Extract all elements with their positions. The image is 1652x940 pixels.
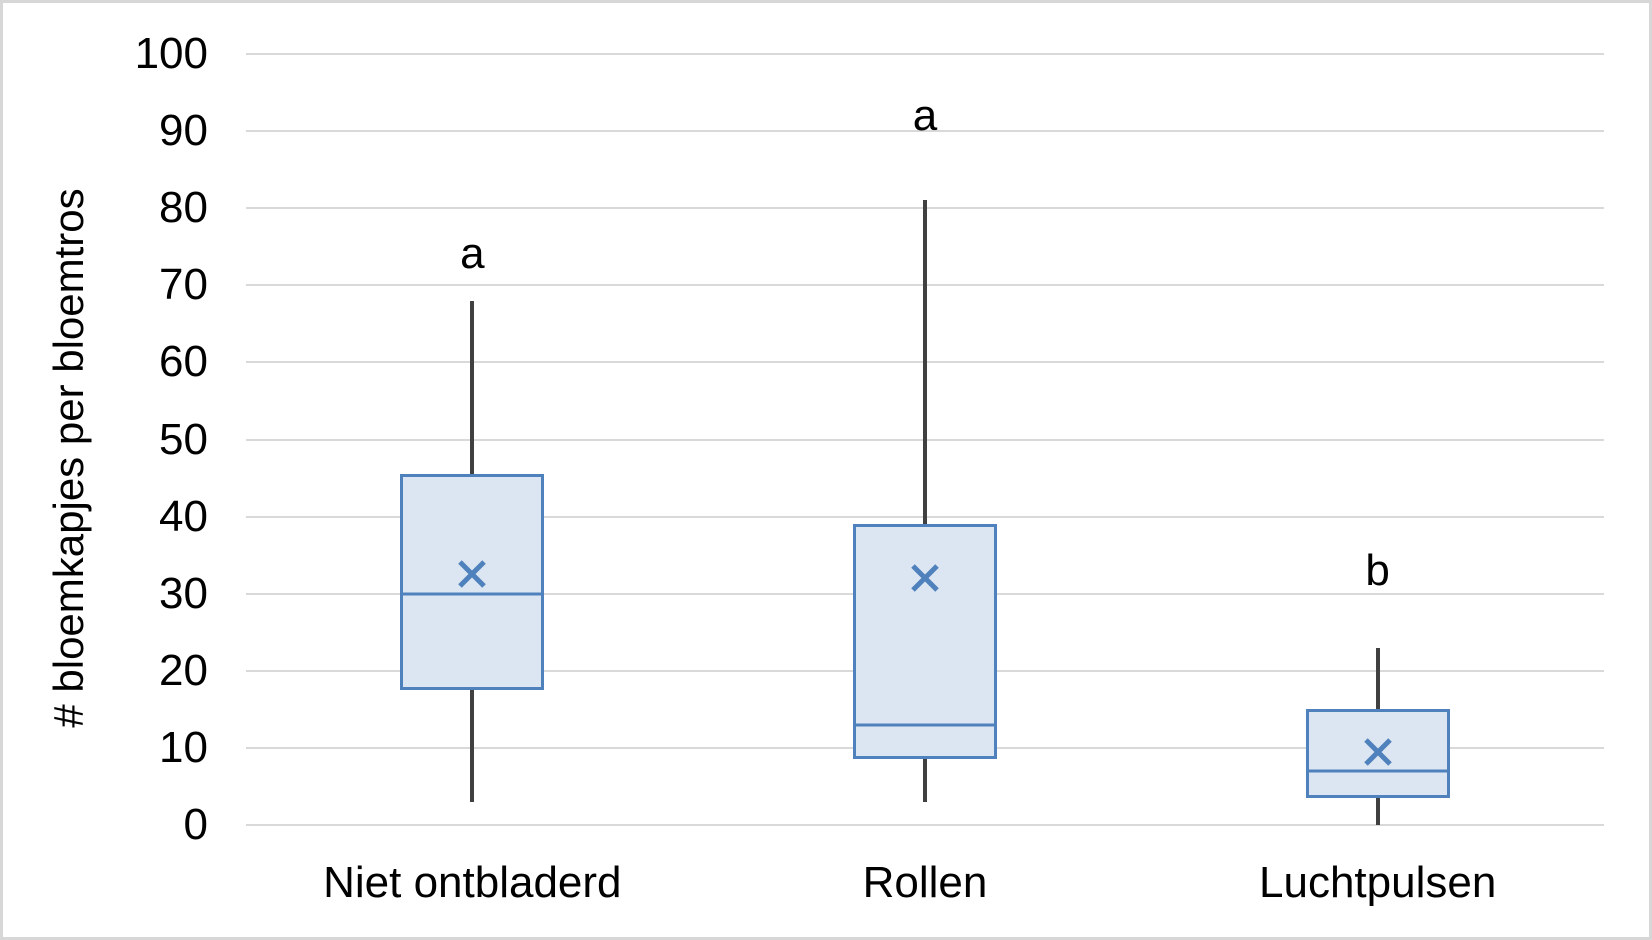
x-category-label: Luchtpulsen	[1259, 858, 1497, 907]
y-tick-label: 40	[159, 491, 208, 541]
y-tick-label: 90	[159, 106, 208, 156]
y-tick-label: 20	[159, 645, 208, 695]
y-tick-label: 30	[159, 568, 208, 618]
y-axis-title: # bloemkapjes per bloemtros	[45, 188, 92, 728]
whisker-lower	[470, 690, 475, 802]
mean-marker-x-icon	[908, 561, 942, 595]
median-line	[400, 592, 545, 596]
boxplot-box	[853, 524, 997, 760]
mean-marker-x-icon	[1361, 735, 1395, 769]
whisker-upper	[470, 300, 475, 475]
y-tick-label: 0	[183, 800, 208, 849]
x-category-label: Rollen	[862, 858, 988, 907]
gridline	[246, 130, 1604, 133]
gridline	[246, 824, 1604, 826]
whisker-lower	[923, 759, 927, 802]
y-tick-label: 60	[159, 337, 208, 387]
y-tick-label: 100	[134, 29, 208, 78]
y-tick-label: 70	[159, 260, 208, 310]
x-category-label: Niet ontbladerd	[323, 858, 622, 907]
significance-letter: b	[1365, 545, 1390, 595]
significance-letter: a	[460, 229, 485, 279]
significance-letter: a	[912, 90, 938, 140]
y-tick-label: 50	[159, 414, 208, 464]
whisker-lower	[1375, 798, 1380, 825]
median-line	[853, 723, 997, 727]
whisker-upper	[1375, 647, 1380, 710]
median-line	[1305, 769, 1450, 773]
boxplot-box	[400, 474, 545, 691]
y-tick-label: 10	[159, 722, 208, 772]
gridline	[246, 53, 1604, 55]
whisker-upper	[923, 200, 927, 525]
y-tick-label: 80	[159, 183, 208, 233]
mean-marker-x-icon	[455, 557, 489, 591]
